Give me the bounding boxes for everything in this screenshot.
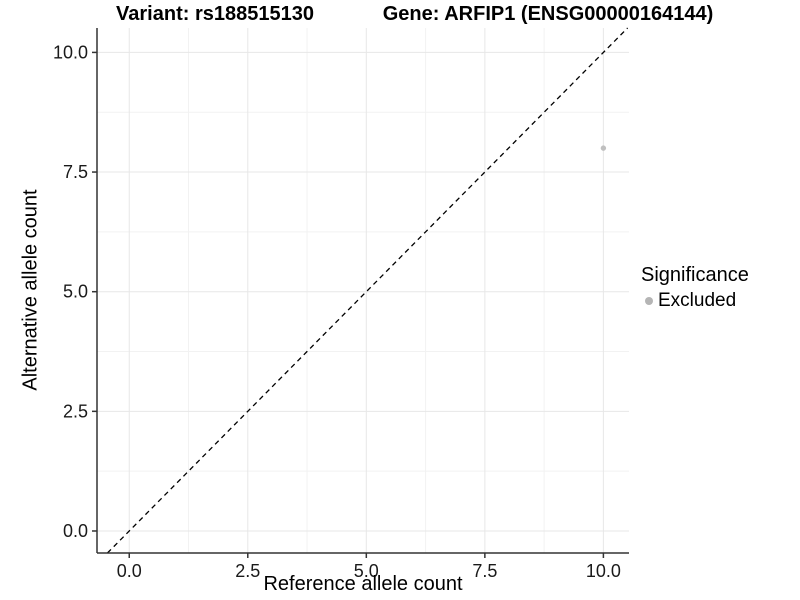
y-axis-title: Alternative allele count xyxy=(19,189,42,391)
x-tick-label: 0.0 xyxy=(117,561,142,581)
data-point xyxy=(600,145,607,151)
plot-title-gene: Gene: ARFIP1 (ENSG00000164144) xyxy=(382,3,714,25)
x-tick-label: 2.5 xyxy=(235,561,260,581)
legend-item-excluded: Excluded xyxy=(645,290,749,312)
legend: Significance Excluded xyxy=(641,264,749,312)
y-tick-label: 2.5 xyxy=(63,401,88,421)
x-axis-title: Reference allele count xyxy=(263,573,463,595)
y-tick-label: 0.0 xyxy=(63,521,88,541)
y-tick-label: 10.0 xyxy=(53,42,88,62)
legend-title: Significance xyxy=(641,264,749,286)
identity-reference-line xyxy=(106,27,629,554)
plot-title-variant: Variant: rs188515130 xyxy=(116,3,314,25)
x-tick-label: 10.0 xyxy=(586,561,621,581)
excluded-point-icon xyxy=(645,297,653,305)
y-tick-label: 7.5 xyxy=(63,162,88,182)
y-tick-label: 5.0 xyxy=(63,282,88,302)
x-tick-label: 7.5 xyxy=(472,561,497,581)
x-tick-label: 5.0 xyxy=(354,561,379,581)
legend-item-label: Excluded xyxy=(658,290,737,311)
